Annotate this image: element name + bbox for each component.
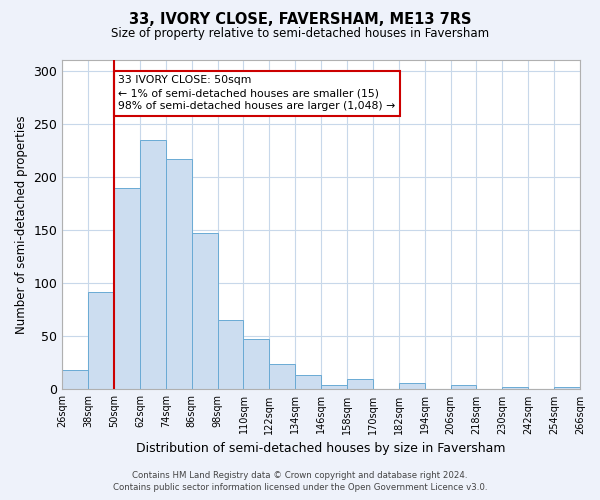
Text: 33, IVORY CLOSE, FAVERSHAM, ME13 7RS: 33, IVORY CLOSE, FAVERSHAM, ME13 7RS	[129, 12, 471, 28]
Bar	[295, 374, 321, 390]
Text: Size of property relative to semi-detached houses in Faversham: Size of property relative to semi-detach…	[111, 28, 489, 40]
Bar	[321, 385, 347, 390]
Bar	[244, 340, 269, 390]
Text: 33 IVORY CLOSE: 50sqm
← 1% of semi-detached houses are smaller (15)
98% of semi-: 33 IVORY CLOSE: 50sqm ← 1% of semi-detac…	[118, 75, 395, 112]
Bar	[88, 292, 114, 390]
Bar	[347, 379, 373, 390]
X-axis label: Distribution of semi-detached houses by size in Faversham: Distribution of semi-detached houses by …	[136, 442, 506, 455]
Bar	[140, 140, 166, 390]
Bar	[218, 320, 244, 390]
Text: Contains HM Land Registry data © Crown copyright and database right 2024.
Contai: Contains HM Land Registry data © Crown c…	[113, 471, 487, 492]
Bar	[451, 385, 476, 390]
Bar	[62, 370, 88, 390]
Bar	[502, 388, 528, 390]
Bar	[192, 233, 218, 390]
Bar	[269, 364, 295, 390]
Bar	[166, 159, 192, 390]
Bar	[554, 388, 580, 390]
Y-axis label: Number of semi-detached properties: Number of semi-detached properties	[15, 116, 28, 334]
Bar	[399, 383, 425, 390]
Bar	[114, 188, 140, 390]
